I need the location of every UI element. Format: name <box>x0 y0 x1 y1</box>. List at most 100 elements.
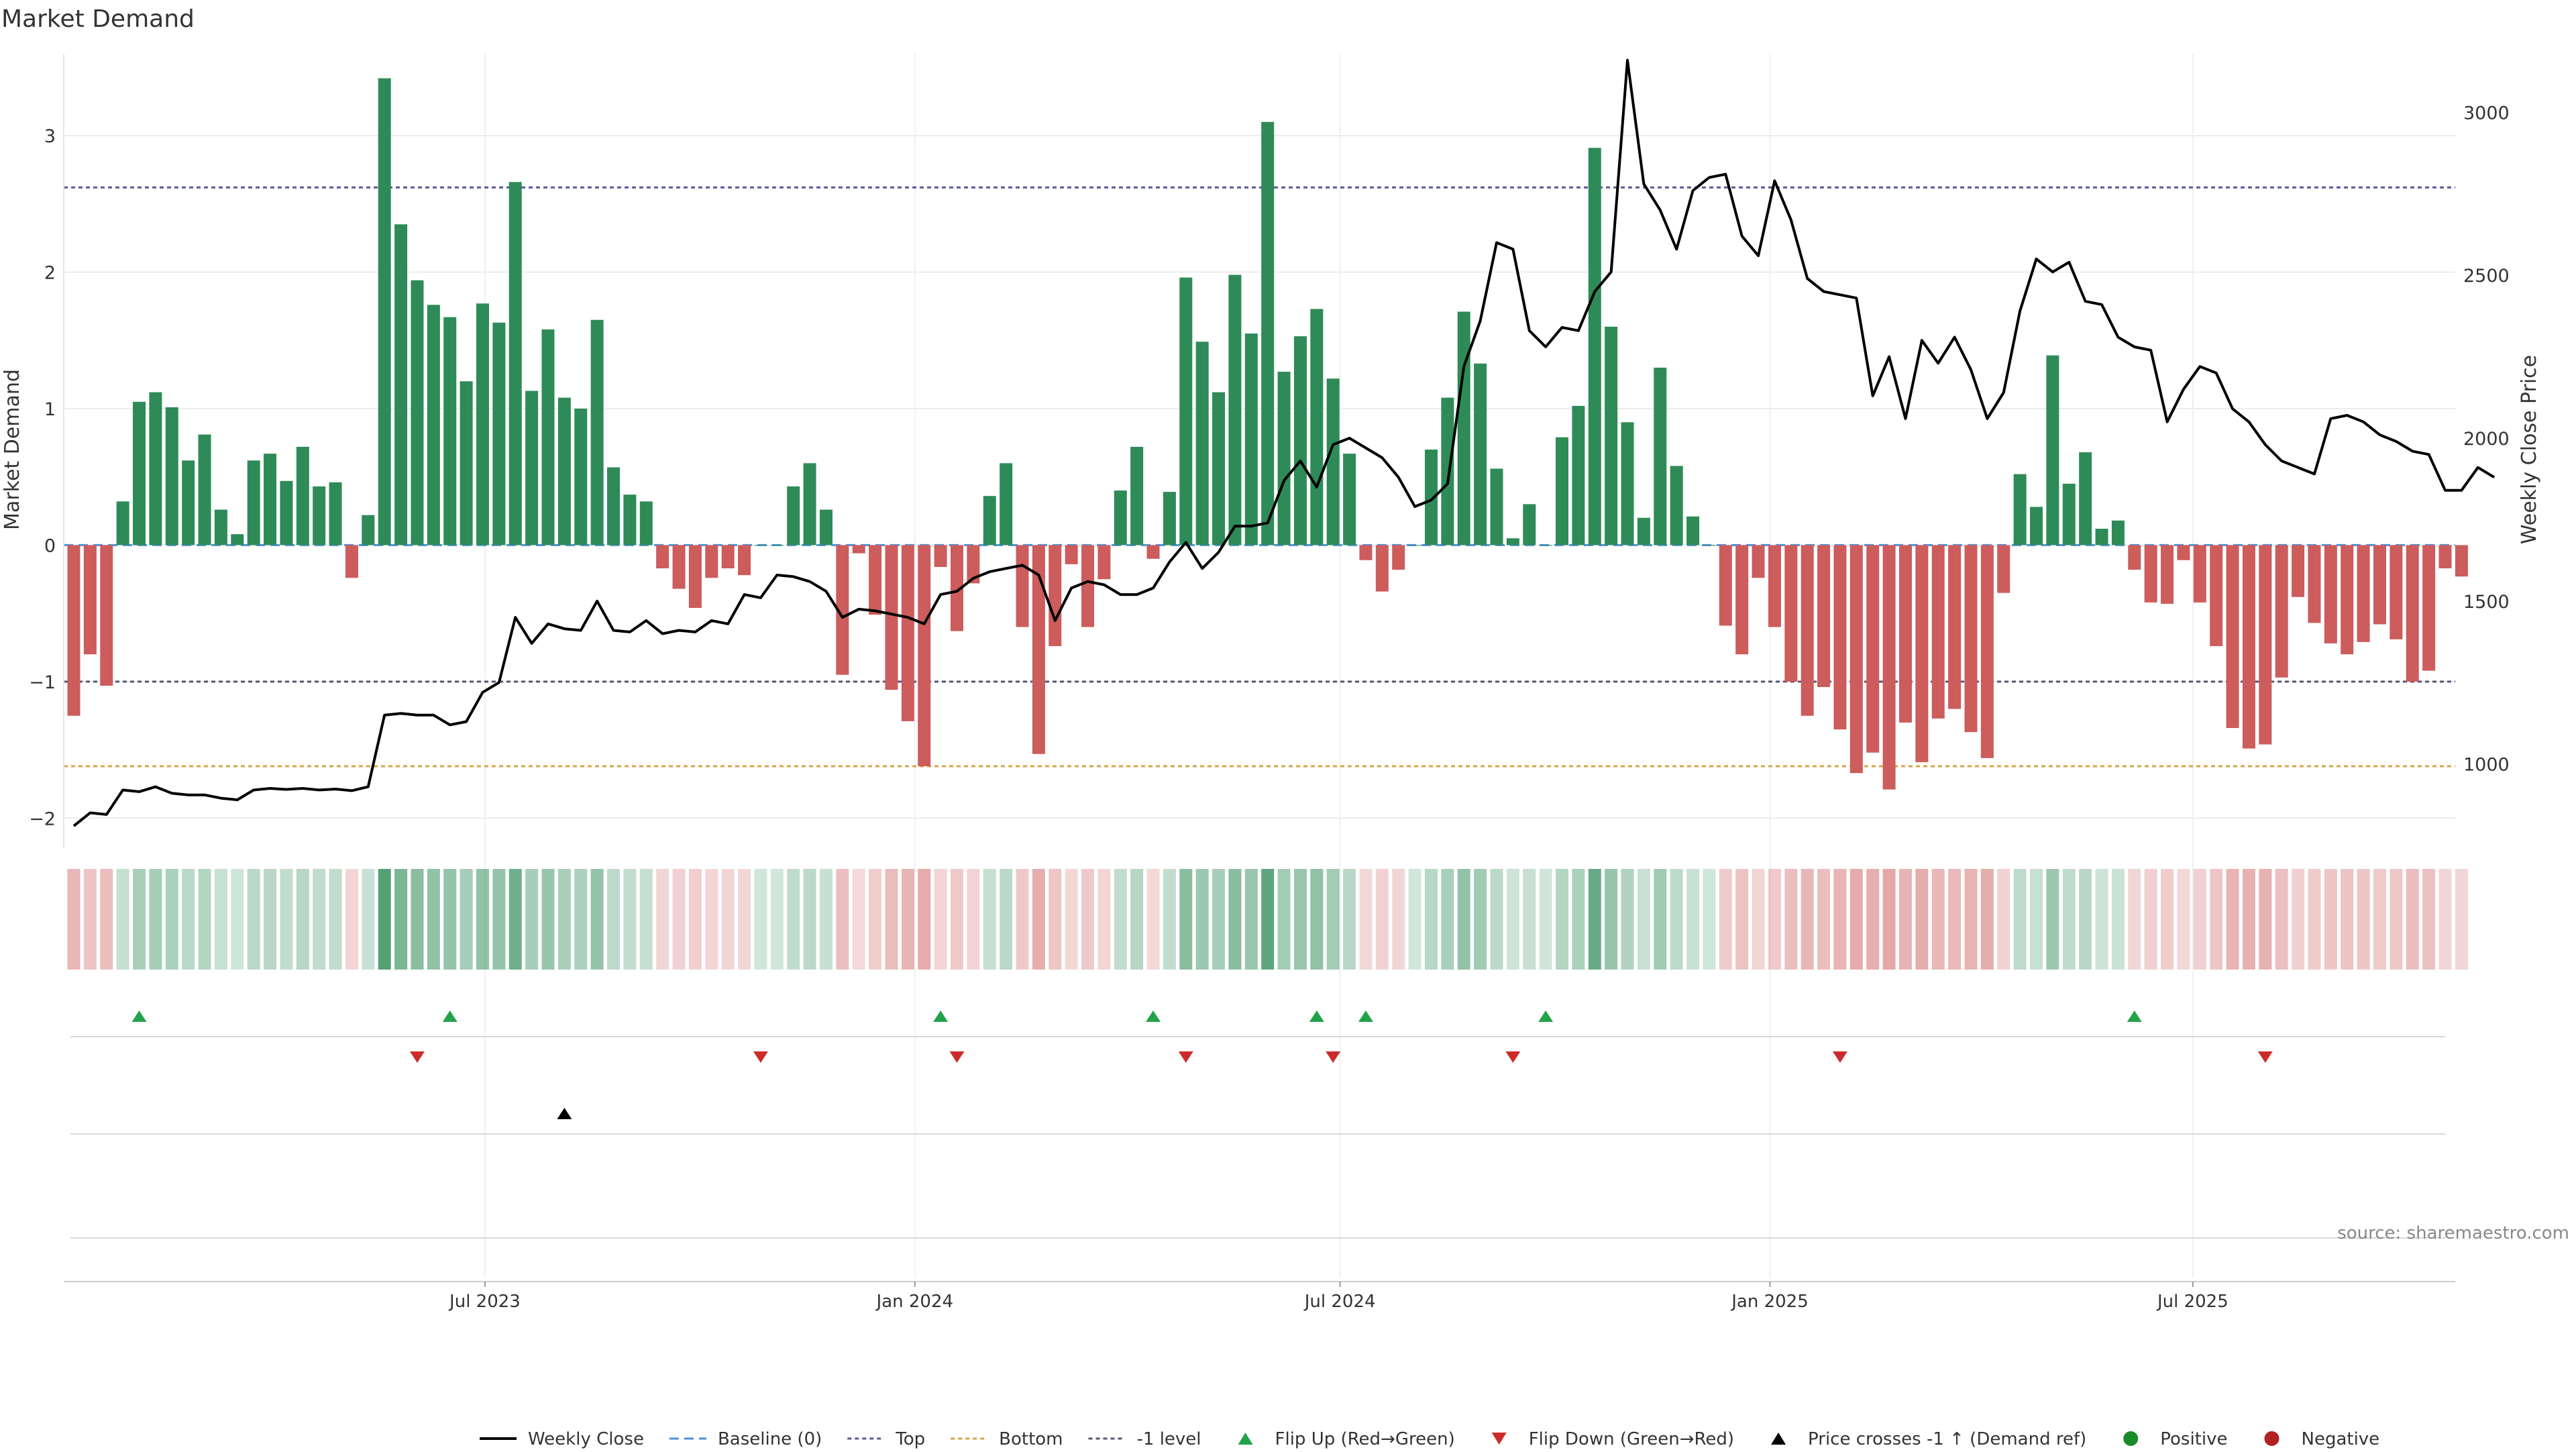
heat-cell <box>1146 869 1160 970</box>
heat-cell <box>1359 869 1373 970</box>
demand-bar <box>2422 545 2436 671</box>
demand-bar <box>133 401 146 546</box>
demand-bar <box>2030 507 2043 546</box>
demand-bar <box>1081 545 1095 627</box>
demand-bar <box>2210 545 2223 646</box>
demand-bar <box>198 434 211 546</box>
heat-cell <box>688 869 702 970</box>
heat-cell <box>165 869 178 970</box>
heat-cell <box>214 869 227 970</box>
demand-bar <box>1212 392 1226 546</box>
legend-swatch-flip_up <box>1238 1433 1253 1445</box>
flip-down-marker <box>1505 1051 1521 1063</box>
heat-cell <box>885 869 898 970</box>
heat-cell <box>1212 869 1226 970</box>
demand-bar <box>2144 545 2157 603</box>
heat-cell <box>2242 869 2255 970</box>
flip-up-marker <box>933 1010 949 1022</box>
demand-bar <box>2259 545 2272 745</box>
demand-bar <box>2308 545 2321 623</box>
x-tick-label: Jul 2025 <box>2156 1292 2229 1312</box>
heat-cell <box>836 869 849 970</box>
legend-label-positive: Positive <box>2160 1429 2227 1449</box>
demand-bar <box>2046 355 2059 546</box>
chart-title: Market Demand <box>1 5 195 33</box>
heat-cell <box>2324 869 2337 970</box>
demand-bar <box>1228 274 1242 546</box>
heat-cell <box>1000 869 1013 970</box>
demand-bar <box>1049 545 1062 646</box>
demand-bar <box>607 467 621 546</box>
heat-cell <box>313 869 326 970</box>
demand-bar <box>1719 545 1732 626</box>
heat-cell <box>264 869 277 970</box>
demand-bar <box>2177 545 2190 560</box>
heat-cell <box>1539 869 1552 970</box>
demand-bar <box>280 480 293 546</box>
heat-cell <box>2308 869 2321 970</box>
heat-cell <box>182 869 195 970</box>
demand-bar <box>1310 309 1324 546</box>
heat-cell <box>1261 869 1275 970</box>
heat-cell <box>770 869 784 970</box>
demand-bar <box>1244 333 1258 546</box>
demand-bar <box>1849 545 1863 774</box>
demand-bar <box>2324 545 2337 643</box>
heat-cell <box>1343 869 1356 970</box>
x-axis: Jul 2023 Jan 2024 Jul 2024 Jan 2025 Jul 2025 <box>64 1281 2455 1312</box>
heat-cell <box>1801 869 1814 970</box>
demand-bar <box>1686 516 1700 546</box>
demand-bar <box>1343 454 1356 546</box>
heat-cell <box>345 869 358 970</box>
heat-cell <box>2161 869 2174 970</box>
demand-bar <box>1539 545 1552 546</box>
demand-bar <box>2438 545 2452 568</box>
heat-cell <box>1719 869 1732 970</box>
demand-bar <box>852 545 865 554</box>
demand-bar <box>623 495 637 546</box>
demand-bar <box>394 224 408 546</box>
heat-cell <box>1556 869 1569 970</box>
heat-cell <box>623 869 637 970</box>
demand-bar <box>1474 363 1487 546</box>
heat-cell <box>2292 869 2305 970</box>
demand-bar <box>2226 545 2239 729</box>
heat-cell <box>705 869 718 970</box>
axes: −2 −1 0 1 2 3 1000 1500 2000 2500 3000 Market Deman… <box>1 54 2541 849</box>
demand-bar <box>1146 545 1160 559</box>
demand-bar <box>313 486 326 546</box>
heat-cell <box>508 869 522 970</box>
heat-cell <box>2030 869 2043 970</box>
heat-cell <box>1490 869 1503 970</box>
heat-cell <box>525 869 539 970</box>
demand-bar <box>1572 405 1585 546</box>
demand-bar <box>1752 545 1765 578</box>
demand-bar <box>721 545 735 568</box>
y-tick-label: 0 <box>44 535 56 556</box>
heat-cell <box>1572 869 1585 970</box>
heat-cell <box>83 869 97 970</box>
y-axis-label: Market Demand <box>1 369 24 530</box>
legend-label-minus1: -1 level <box>1137 1429 1201 1449</box>
flip-down-marker <box>1326 1051 1341 1063</box>
heat-cell <box>1703 869 1716 970</box>
demand-bar <box>869 545 882 615</box>
reference-lines <box>64 186 2455 768</box>
demand-bar <box>525 391 539 546</box>
heat-cell <box>1392 869 1405 970</box>
demand-bar <box>1326 378 1340 546</box>
legend-swatch-flip_down <box>1491 1433 1507 1445</box>
demand-bar <box>1637 517 1650 546</box>
demand-bars <box>67 78 2468 790</box>
heat-cell <box>198 869 211 970</box>
heat-cell <box>1817 869 1831 970</box>
heat-cell <box>1293 869 1307 970</box>
heat-cell <box>1457 869 1470 970</box>
heat-cell <box>1523 869 1536 970</box>
demand-bar <box>1523 504 1536 546</box>
demand-bar <box>738 545 751 576</box>
demand-bar <box>1424 450 1438 546</box>
demand-bar <box>1915 545 1929 762</box>
demand-bar <box>590 319 604 546</box>
